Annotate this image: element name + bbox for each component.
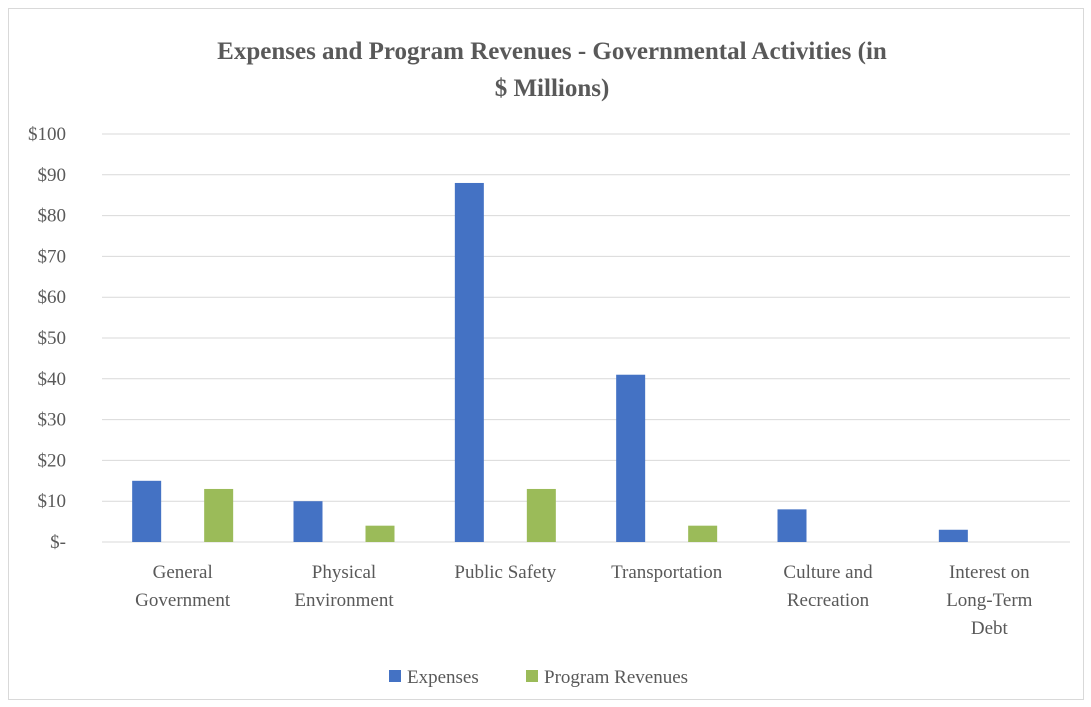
bar-program-revenues	[365, 525, 395, 542]
y-tick-label: $60	[38, 287, 67, 308]
y-tick-label: $50	[38, 328, 67, 349]
x-category-label: Environment	[294, 590, 394, 611]
x-category-label: Transportation	[611, 562, 723, 583]
chart-title-line-1: Expenses and Program Revenues - Governme…	[217, 38, 887, 65]
x-category-label: General	[153, 562, 213, 583]
y-tick-label: $80	[38, 206, 67, 227]
x-category-label: Culture and	[783, 562, 873, 583]
y-tick-label: $20	[38, 450, 67, 471]
gridlines	[102, 133, 1070, 543]
y-tick-label: $10	[38, 491, 67, 512]
bar-expenses	[132, 480, 162, 542]
x-category-label: Recreation	[787, 590, 870, 611]
x-category-label: Public Safety	[454, 562, 556, 583]
y-tick-label: $70	[38, 246, 67, 267]
bar-program-revenues	[526, 488, 556, 542]
y-tick-label: $30	[38, 410, 67, 431]
y-tick-label: $100	[28, 124, 66, 145]
legend-label-program-revenues: Program Revenues	[544, 667, 688, 688]
x-category-label: Physical	[312, 562, 376, 583]
x-category-label: Interest on	[949, 562, 1030, 583]
chart-area	[8, 8, 1084, 700]
bar-expenses	[777, 509, 807, 542]
legend-label-expenses: Expenses	[407, 667, 479, 688]
x-axis-category-labels: General Government Physical Environment Publ…	[135, 562, 1032, 639]
y-tick-label: $90	[38, 165, 67, 186]
chart-title-line-2: $ Millions)	[495, 75, 610, 102]
bar-expenses	[938, 529, 968, 542]
legend-swatch-program-revenues	[526, 670, 538, 682]
y-tick-label: $40	[38, 369, 67, 390]
y-axis-tick-labels: $- $10 $20 $30 $40 $50 $60 $70 $80 $90 $100	[28, 124, 66, 553]
bar-program-revenues	[688, 525, 718, 542]
y-tick-label: $-	[50, 532, 66, 553]
x-category-label: Debt	[971, 618, 1009, 639]
legend-swatch-expenses	[389, 670, 401, 682]
chart-title: Expenses and Program Revenues - Governme…	[217, 38, 887, 102]
bars	[132, 182, 968, 542]
bar-program-revenues	[204, 488, 234, 542]
bar-expenses	[616, 374, 646, 542]
legend: Expenses Program Revenues	[389, 667, 688, 688]
bar-expenses	[293, 501, 323, 542]
bar-expenses	[454, 182, 484, 542]
x-category-label: Government	[135, 590, 231, 611]
x-category-label: Long-Term	[946, 590, 1032, 611]
